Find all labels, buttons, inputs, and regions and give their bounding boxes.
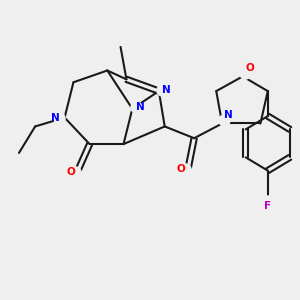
Text: N: N <box>136 102 145 112</box>
Text: N: N <box>51 112 59 123</box>
Text: F: F <box>264 201 271 211</box>
Text: O: O <box>66 167 75 177</box>
Text: O: O <box>245 63 254 74</box>
Text: N: N <box>224 110 232 120</box>
Text: N: N <box>162 85 171 94</box>
Text: O: O <box>177 164 185 174</box>
